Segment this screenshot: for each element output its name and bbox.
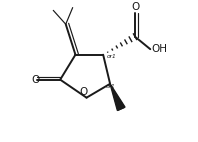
- Text: O: O: [80, 87, 88, 97]
- Text: O: O: [131, 2, 139, 12]
- Text: or1: or1: [107, 54, 116, 59]
- Text: O: O: [31, 75, 39, 85]
- Polygon shape: [110, 84, 125, 110]
- Text: OH: OH: [152, 44, 168, 54]
- Text: or1: or1: [105, 84, 115, 89]
